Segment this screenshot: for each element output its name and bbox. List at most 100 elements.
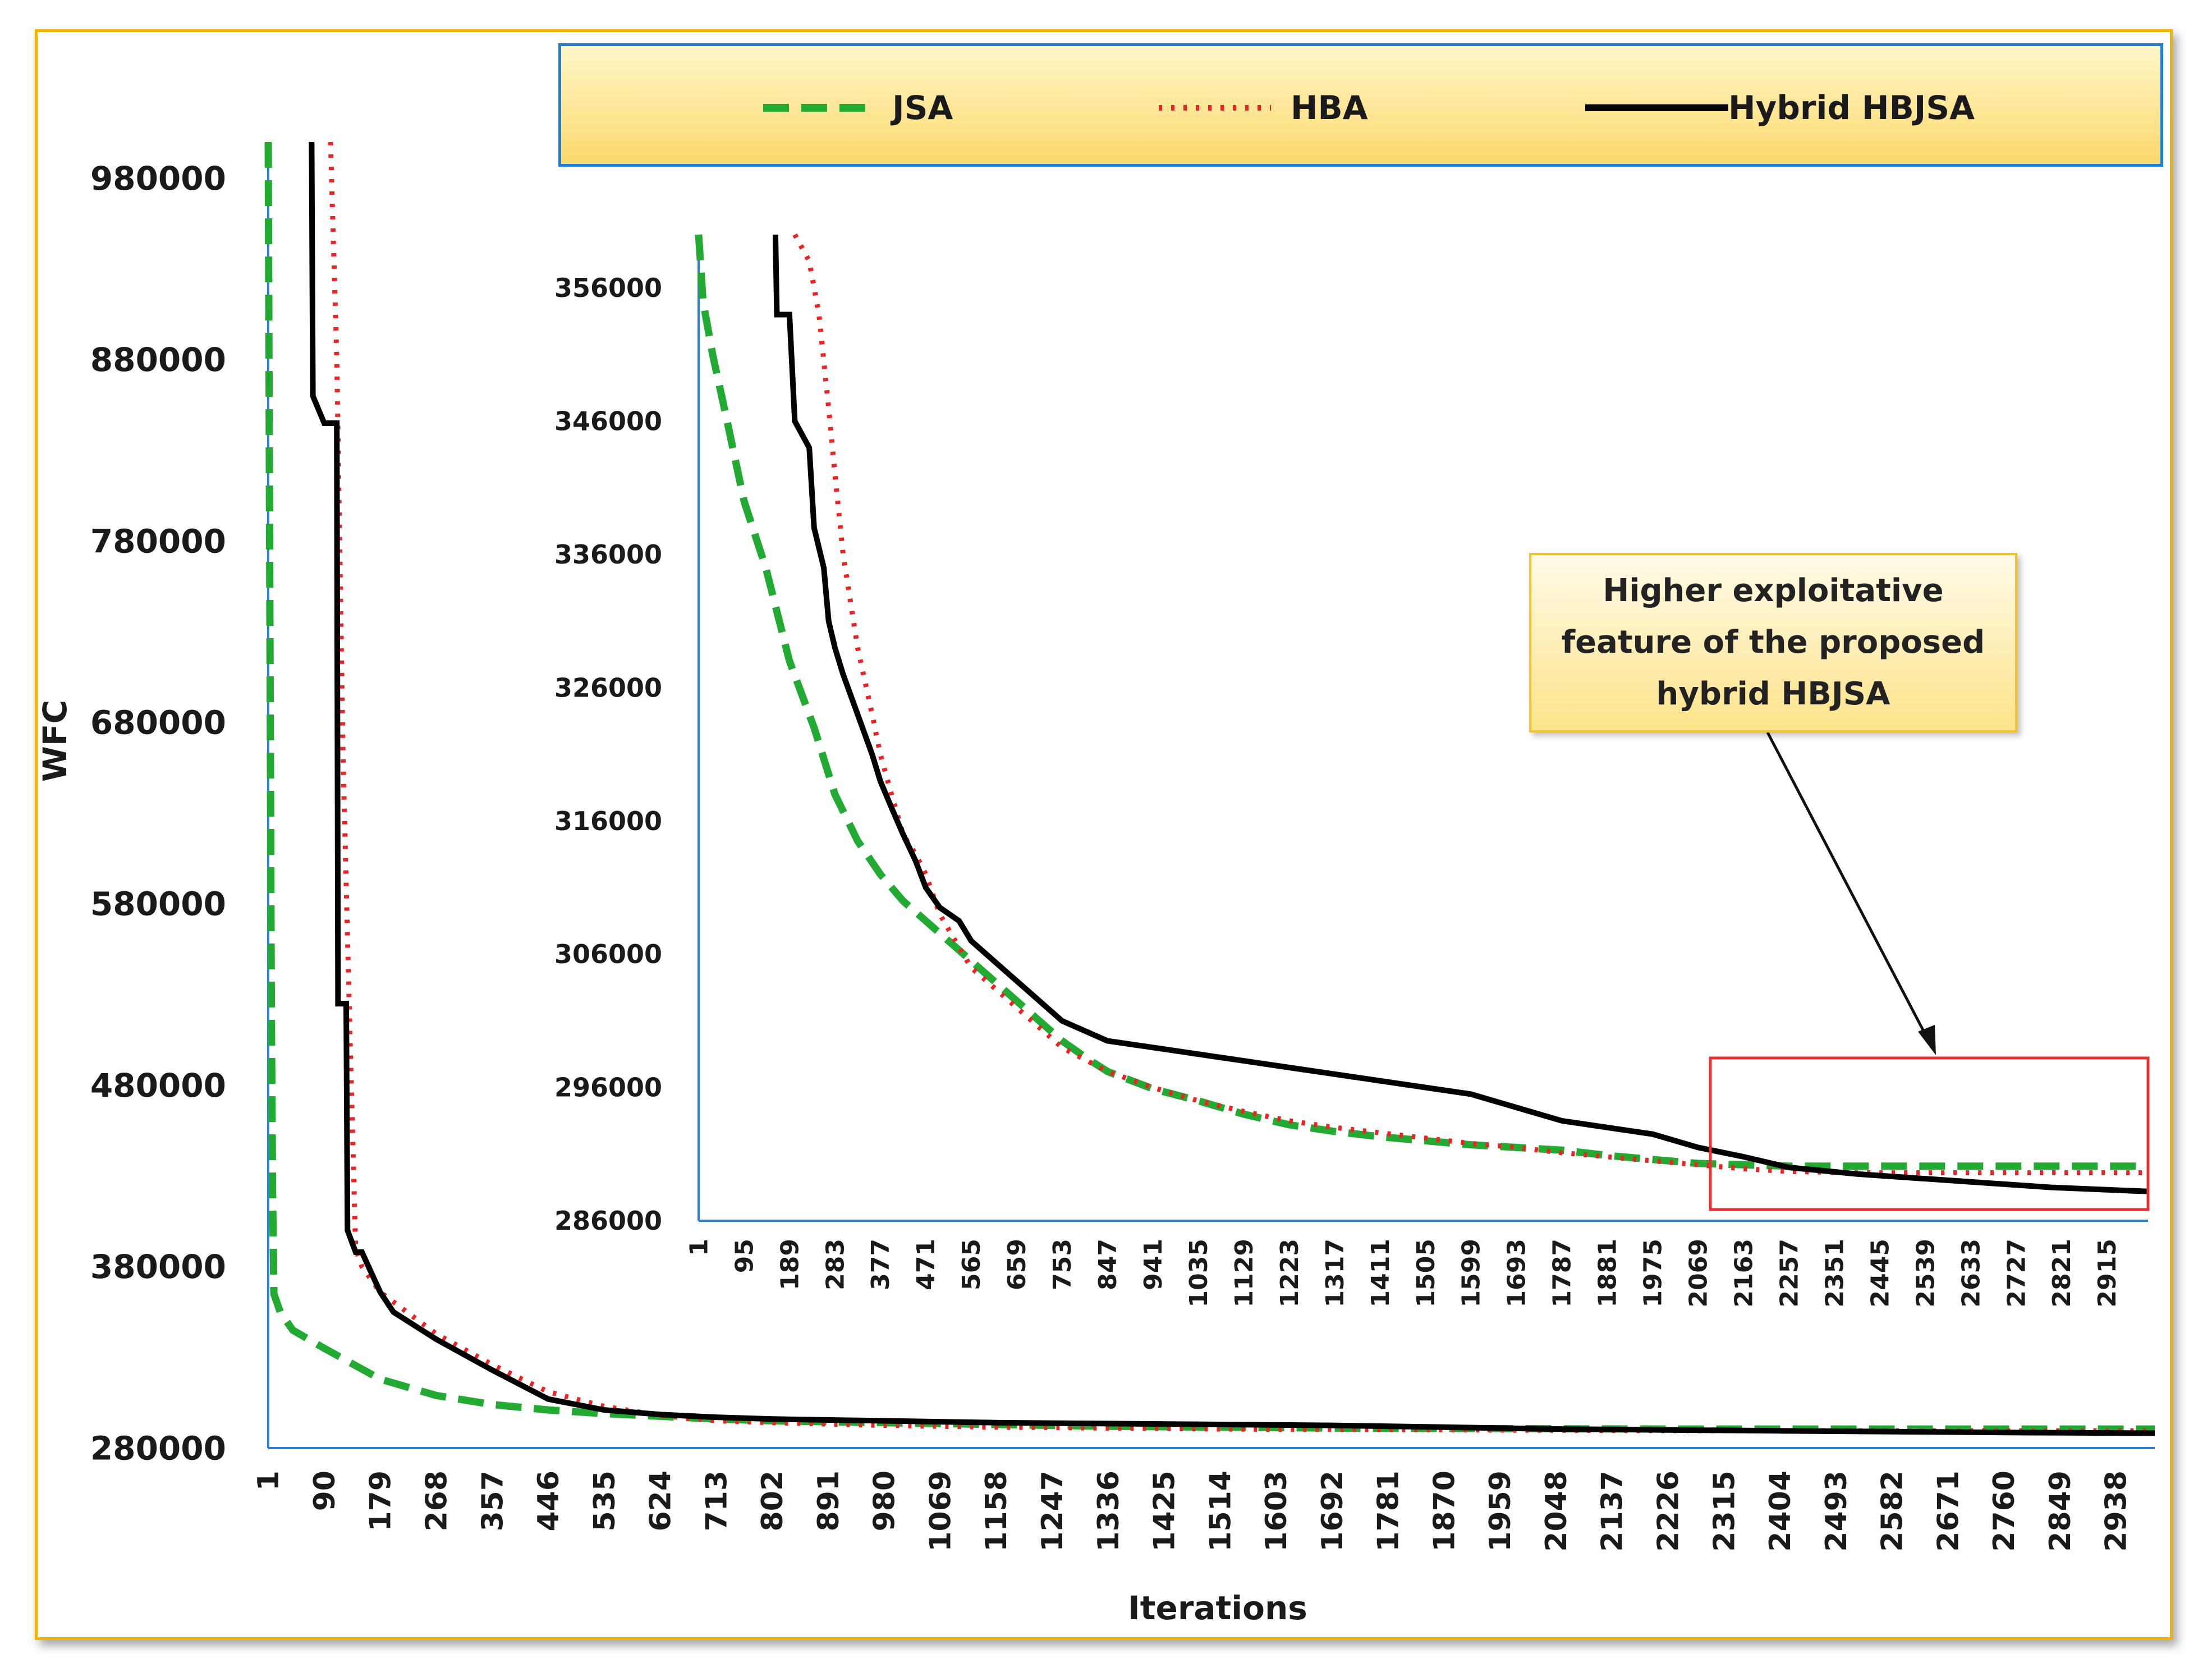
inset-x-tick-label: 2539 [1911,1239,1940,1307]
inset-y-tick-label: 346000 [554,406,662,437]
inset-x-tick-label: 1693 [1503,1239,1531,1307]
main-x-tick-label: 446 [532,1471,566,1532]
chart-frame [35,29,2173,1640]
highlight-rectangle [1709,1056,2150,1211]
main-y-tick-label: 280000 [90,1429,226,1467]
main-x-tick-label: 2493 [1820,1471,1853,1552]
main-x-tick-label: 1692 [1316,1471,1350,1552]
main-x-tick-label: 1069 [924,1471,957,1552]
inset-x-tick-label: 941 [1139,1239,1168,1290]
main-x-tick-label: 2849 [2044,1471,2077,1552]
inset-x-tick-label: 377 [866,1239,895,1290]
inset-x-tick-label: 471 [912,1239,940,1290]
main-y-tick-label: 480000 [90,1066,226,1105]
inset-x-tick-label: 283 [821,1239,850,1290]
main-x-tick-label: 1870 [1428,1471,1461,1552]
legend-hba-label: HBA [1291,89,1368,127]
inset-x-tick-label: 1599 [1457,1239,1486,1307]
inset-y-tick-label: 286000 [554,1206,662,1236]
main-x-tick-label: 535 [588,1471,622,1532]
main-x-tick-label: 2582 [1876,1471,1910,1552]
inset-x-tick-label: 1411 [1366,1239,1395,1307]
main-series-jsa [264,141,2155,1433]
inset-x-tick-label: 189 [775,1239,804,1290]
inset-axes: 356000 346000 336000 326000 316000 306000 2960… [554,235,2148,1307]
main-x-tick-label: 179 [364,1471,398,1532]
main-x-tick-label: 1514 [1204,1471,1237,1552]
inset-x-tick-label: 1505 [1412,1239,1440,1307]
main-x-tick-label: 2671 [1931,1471,1965,1552]
legend-jsa-label: JSA [890,89,953,127]
inset-x-tick-label: 2727 [2002,1239,2031,1307]
main-y-tick-label: 580000 [90,885,226,923]
inset-x-tick-label: 2257 [1775,1239,1803,1307]
inset-x-tick-label: 659 [1003,1239,1031,1290]
inset-y-tick-label: 316000 [554,806,662,836]
main-x-tick-label: 891 [812,1471,846,1532]
main-series-hybrid-hbjsa [309,141,2155,1436]
inset-x-tick-label: 1223 [1275,1239,1304,1307]
main-x-tick-label: 980 [868,1471,902,1532]
inset-y-tick-label: 356000 [554,273,662,303]
main-y-tick-label: 880000 [90,341,226,379]
inset-series-lines [695,233,2149,1194]
main-x-tick-label: 713 [700,1471,733,1532]
legend-svg: JSA HBA Hybrid HBJSA [763,89,1975,127]
main-x-tick-label: 2226 [1652,1471,1686,1552]
inset-x-tick-label: 2821 [2048,1239,2076,1307]
main-y-tick-label: 680000 [90,704,226,742]
inset-x-tick-label: 95 [730,1239,759,1273]
main-x-tick-label: 1247 [1036,1471,1070,1552]
inset-y-tick-label: 326000 [554,672,662,703]
inset-series-jsa [695,234,2148,1170]
inset-y-tick-label: 296000 [554,1073,662,1103]
inset-x-tick-label: 2163 [1730,1239,1759,1307]
annotation-text: Higher exploitative feature of the propo… [1561,572,1985,712]
inset-y-tick-label: 306000 [554,939,662,969]
main-y-tick-label: 380000 [90,1248,226,1286]
main-x-tick-label: 2760 [1988,1471,2021,1552]
main-x-tick-label: 2048 [1540,1471,1573,1552]
main-series-hba [328,141,2155,1433]
main-x-tick-label: 2315 [1708,1471,1741,1552]
main-x-tick-label: 1158 [980,1471,1013,1552]
inset-x-tick-label: 1975 [1639,1239,1668,1307]
inset-x-tick-label: 565 [957,1239,986,1290]
legend-hybrid-label: Hybrid HBJSA [1728,89,1975,127]
inset-x-tick-label: 1 [685,1239,713,1256]
annotation-arrow [1766,731,1932,1045]
main-x-tick-label: 2938 [2100,1471,2133,1552]
inset-x-tick-label: 2633 [1957,1239,1985,1307]
main-series-lines [264,141,2155,1436]
inset-x-tick-label: 2915 [2093,1239,2122,1307]
main-x-tick-label: 624 [644,1471,678,1532]
legend-box: JSA HBA Hybrid HBJSA [558,43,2163,167]
inset-y-tick-label: 336000 [554,539,662,570]
main-x-tick-label: 2137 [1596,1471,1630,1552]
main-x-tick-label: 2404 [1764,1471,1797,1552]
main-x-tick-label: 1425 [1148,1471,1182,1552]
main-x-tick-label: 1781 [1372,1471,1406,1552]
main-y-tick-label: 780000 [90,522,226,560]
main-x-tick-label: 90 [308,1471,342,1511]
main-y-tick-label: 980000 [90,159,226,198]
main-axes: 980000 880000 780000 680000 580000 480000 3800… [90,142,2155,1552]
inset-series-hybrid-hbjsa [772,234,2149,1194]
inset-x-tick-label: 1035 [1185,1239,1213,1307]
main-x-tick-label: 268 [420,1471,454,1532]
inset-x-tick-label: 1787 [1548,1239,1577,1307]
main-x-tick-label: 1959 [1484,1471,1517,1552]
main-x-tick-label: 1603 [1260,1471,1293,1552]
inset-x-tick-label: 1129 [1230,1239,1259,1307]
main-x-tick-label: 1 [252,1471,286,1491]
inset-x-tick-label: 847 [1094,1239,1122,1290]
annotation-arrowhead [1918,1025,1936,1055]
inset-x-tick-label: 2069 [1685,1239,1713,1307]
inset-x-tick-label: 2351 [1820,1239,1849,1307]
main-x-tick-label: 357 [476,1471,510,1532]
inset-x-tick-label: 1317 [1321,1239,1350,1307]
main-x-tick-label: 802 [756,1471,790,1532]
inset-x-tick-label: 753 [1048,1239,1077,1290]
inset-x-tick-label: 1881 [1594,1239,1622,1307]
